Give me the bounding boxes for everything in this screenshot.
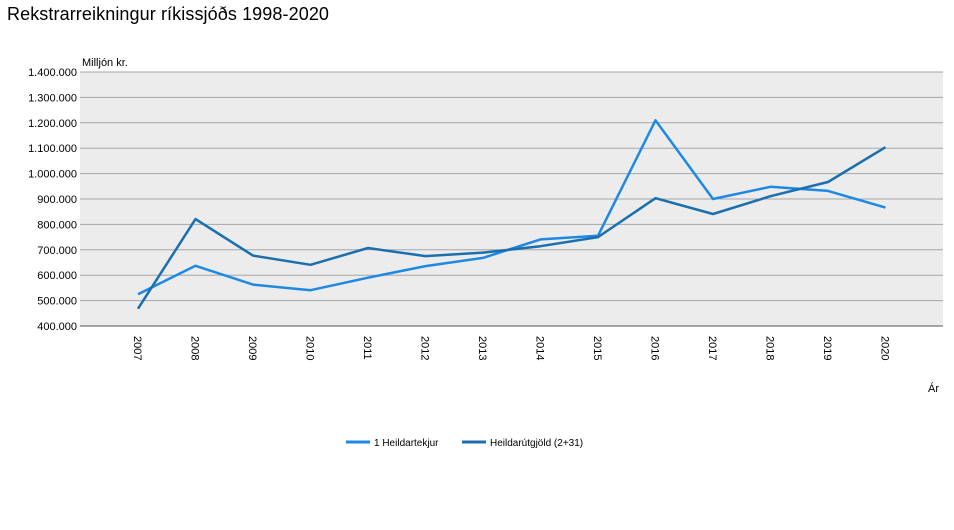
y-tick-label: 1.400.000 xyxy=(28,67,77,79)
x-tick-label: 2013 xyxy=(476,336,488,360)
y-axis-label: Milljón kr. xyxy=(82,57,128,69)
x-tick-label: 2018 xyxy=(764,336,776,360)
y-tick-label: 700.000 xyxy=(37,245,77,257)
grid-lines xyxy=(80,71,943,327)
x-tick-label: 2007 xyxy=(131,336,143,360)
x-tick-label: 2011 xyxy=(361,336,373,360)
x-tick-label: 2016 xyxy=(649,336,661,360)
y-tick-label: 1.000.000 xyxy=(28,169,77,181)
y-tick-label: 1.100.000 xyxy=(28,143,77,155)
y-tick-label: 400.000 xyxy=(37,321,77,333)
legend-label-1: Heildarútgjöld (2+31) xyxy=(490,438,583,449)
y-axis-ticks: 400.000 500.000 600.000 700.000 800.000 900.0… xyxy=(28,67,77,333)
chart-title: Rekstrarreikningur ríkissjóðs 1998-2020 xyxy=(7,4,330,24)
x-tick-label: 2010 xyxy=(304,336,316,360)
y-tick-label: 800.000 xyxy=(37,219,77,231)
legend-label-0: 1 Heildartekjur xyxy=(374,438,439,449)
x-axis-label: Ár xyxy=(928,382,939,395)
x-tick-label: 2019 xyxy=(821,336,833,360)
y-tick-label: 900.000 xyxy=(37,194,77,206)
y-tick-label: 1.200.000 xyxy=(28,118,77,130)
x-tick-label: 2009 xyxy=(246,336,258,360)
x-tick-label: 2015 xyxy=(591,336,603,360)
x-tick-label: 2017 xyxy=(706,336,718,360)
series-lines xyxy=(136,119,887,310)
y-tick-label: 1.300.000 xyxy=(28,92,77,104)
y-tick-label: 500.000 xyxy=(37,296,77,308)
legend: 1 Heildartekjur Heildarútgjöld (2+31) xyxy=(346,438,583,449)
x-tick-label: 2008 xyxy=(189,336,201,360)
x-tick-label: 2014 xyxy=(534,336,546,360)
x-tick-label: 2020 xyxy=(879,336,891,360)
x-axis-ticks: 2007 2008 2009 2010 2011 2012 2013 2014 2015 2016… xyxy=(131,336,891,360)
x-tick-label: 2012 xyxy=(419,336,431,360)
y-tick-label: 600.000 xyxy=(37,270,77,282)
series-line-1 xyxy=(136,146,887,310)
